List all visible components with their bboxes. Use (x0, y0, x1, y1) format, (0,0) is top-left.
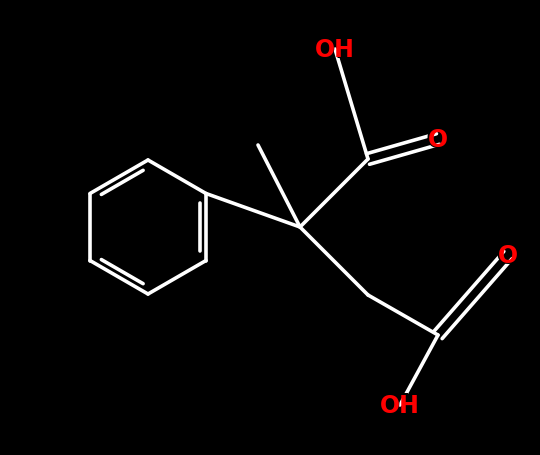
Text: OH: OH (310, 36, 360, 64)
Text: OH: OH (380, 393, 420, 417)
Text: O: O (498, 243, 518, 268)
Text: OH: OH (375, 391, 424, 419)
Text: O: O (426, 126, 450, 154)
Text: O: O (496, 242, 521, 269)
Text: OH: OH (315, 38, 355, 62)
Text: O: O (428, 128, 448, 152)
